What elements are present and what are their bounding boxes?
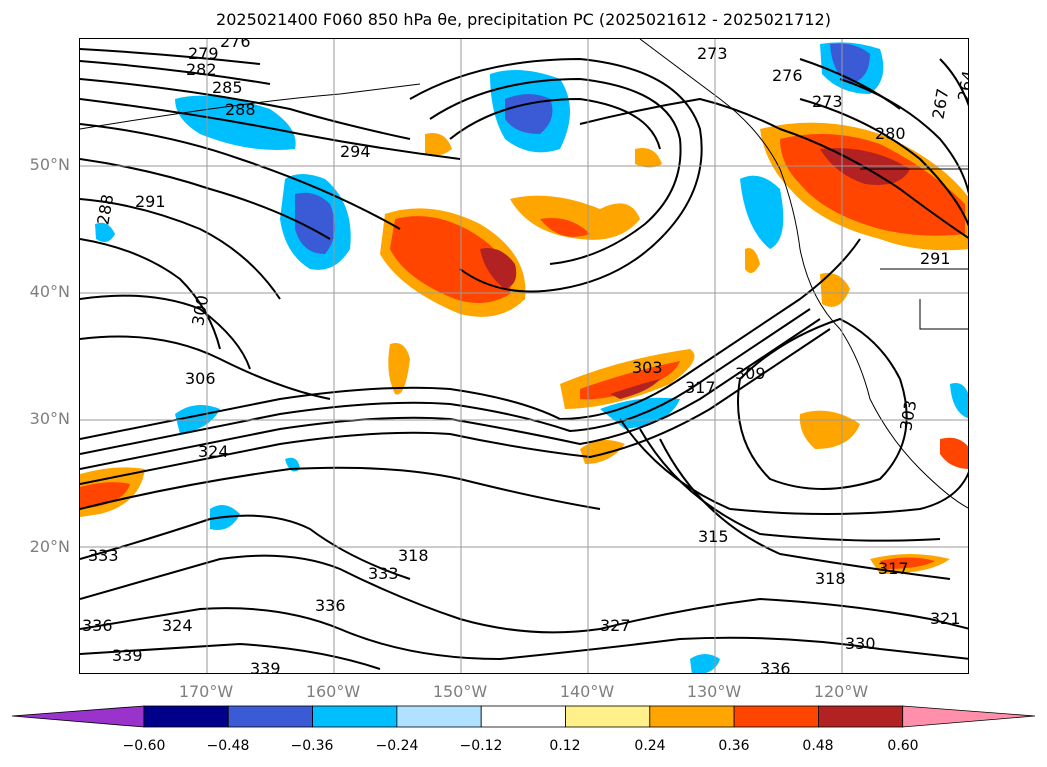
lon-label-140w: 140°W <box>559 682 615 701</box>
map-canvas: 279 276 282 285 288 291 294 288 300 306 … <box>80 39 969 674</box>
contour-label: 324 <box>162 616 193 635</box>
contour-label: 282 <box>186 60 217 79</box>
contour-label: 276 <box>220 39 251 51</box>
plot-title: 2025021400 F060 850 hPa θe, precipitatio… <box>216 10 831 29</box>
colorbar-segment <box>733 705 819 728</box>
colorbar-segment <box>565 705 651 728</box>
colorbar-tick: 0.36 <box>718 738 750 754</box>
contour-label: 273 <box>812 92 843 111</box>
colorbar-tick: 0.48 <box>802 738 834 754</box>
contour-label: 336 <box>760 659 791 674</box>
contour-label: 273 <box>697 44 728 63</box>
colorbar-segment <box>649 705 735 728</box>
colorbar-tick: −0.36 <box>290 738 334 754</box>
colorbar-segment <box>227 705 314 728</box>
contour-label: 317 <box>878 559 909 578</box>
contour-label: 291 <box>135 192 166 211</box>
colorbar-segment <box>396 705 482 728</box>
colorbar-segment <box>11 705 145 728</box>
contour-label: 330 <box>845 634 876 653</box>
contour-label: 336 <box>82 616 113 635</box>
map-panel: 279 276 282 285 288 291 294 288 300 306 … <box>79 38 969 674</box>
colorbar-segment <box>480 705 566 728</box>
colorbar-segment <box>902 705 1036 728</box>
contour-label: 291 <box>920 249 951 268</box>
coastlines <box>80 39 968 509</box>
lat-label-40n: 40°N <box>29 282 70 301</box>
contour-label: 303 <box>632 358 663 377</box>
lon-label-130w: 130°W <box>686 682 742 701</box>
contour-label: 288 <box>225 100 256 119</box>
contour-label: 318 <box>398 546 429 565</box>
contour-label: 339 <box>112 646 143 665</box>
contour-label-group: 279 276 282 285 288 291 294 288 300 306 … <box>82 39 969 674</box>
contour-label: 306 <box>185 369 216 388</box>
contour-label: 324 <box>198 442 229 461</box>
colorbar-tick: −0.24 <box>375 738 419 754</box>
colorbar-tick: −0.60 <box>122 738 166 754</box>
colorbar-tick: 0.60 <box>887 738 919 754</box>
contour-label: 294 <box>340 142 371 161</box>
colorbar-segment <box>143 705 229 728</box>
colorbar-tick: 0.12 <box>549 738 581 754</box>
contour-label: 333 <box>368 564 399 583</box>
contour-label: 315 <box>698 527 729 546</box>
contour-label: 327 <box>600 616 631 635</box>
colorbar-tick: −0.12 <box>459 738 503 754</box>
contour-label: 317 <box>685 378 716 397</box>
lon-label-150w: 150°W <box>432 682 488 701</box>
contour-label: 280 <box>875 124 906 143</box>
lon-label-170w: 170°W <box>178 682 234 701</box>
contour-label: 309 <box>735 364 766 383</box>
lat-label-30n: 30°N <box>29 409 70 428</box>
colorbar-tick: 0.24 <box>634 738 666 754</box>
lon-label-160w: 160°W <box>305 682 361 701</box>
colorbar-tick: −0.48 <box>206 738 250 754</box>
graticule <box>80 39 968 673</box>
contour-label: 318 <box>815 569 846 588</box>
contour-label: 336 <box>315 596 346 615</box>
colorbar <box>11 705 1036 728</box>
lat-label-50n: 50°N <box>29 155 70 174</box>
contour-label: 300 <box>188 294 212 327</box>
contour-label: 321 <box>930 609 961 628</box>
colorbar-segment <box>818 705 904 728</box>
lon-label-120w: 120°W <box>813 682 869 701</box>
contour-label: 276 <box>772 66 803 85</box>
contour-label: 288 <box>93 193 117 226</box>
contour-label: 333 <box>88 546 119 565</box>
colorbar-segment <box>312 705 398 728</box>
colorbar-segments <box>11 705 1036 728</box>
contour-label: 303 <box>896 399 920 432</box>
lat-label-20n: 20°N <box>29 537 70 556</box>
theta-e-contours <box>80 48 968 670</box>
contour-label: 267 <box>928 87 952 120</box>
contour-label: 339 <box>250 659 281 674</box>
contour-label: 264 <box>954 69 969 102</box>
contour-label: 279 <box>188 44 219 63</box>
contour-label: 285 <box>212 78 243 97</box>
